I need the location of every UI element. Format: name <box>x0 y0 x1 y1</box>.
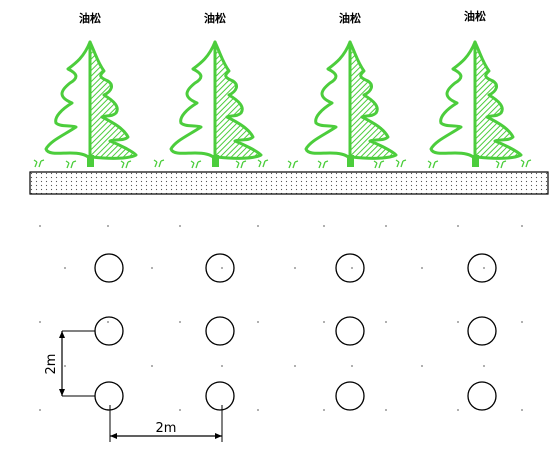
grid-dot <box>351 267 353 269</box>
grid-dot <box>521 409 523 411</box>
grid-dot <box>294 365 296 367</box>
tree-4: 油松 <box>429 9 523 169</box>
tree-1: 油松 <box>44 11 138 169</box>
tree-label-2: 油松 <box>204 11 226 25</box>
grid-dot <box>39 409 41 411</box>
grid-dot <box>151 267 153 269</box>
grid-dot <box>221 267 223 269</box>
grid-dot <box>221 365 223 367</box>
grid-dot <box>421 267 423 269</box>
grid-dot <box>457 321 459 323</box>
grid-dot <box>385 321 387 323</box>
grid-dot <box>179 225 181 227</box>
grid-dot <box>483 267 485 269</box>
grid-dot <box>257 409 259 411</box>
planting-circle <box>205 253 235 283</box>
grid-dot <box>107 225 109 227</box>
tree-row: 油松 油松 油松 油松 <box>44 9 523 169</box>
grid-dot <box>323 225 325 227</box>
grid-dot <box>385 409 387 411</box>
vertical-dimension: 2m <box>44 330 95 397</box>
planting-circle <box>205 316 235 346</box>
grid-dot <box>323 409 325 411</box>
grid-dot <box>64 267 66 269</box>
grid-dot <box>151 365 153 367</box>
planting-circle <box>94 316 124 346</box>
grid-dot <box>521 321 523 323</box>
planting-circle <box>335 253 365 283</box>
grid-dot <box>323 321 325 323</box>
grid-dot <box>457 225 459 227</box>
planting-circle <box>467 253 497 283</box>
planting-circle <box>94 381 124 411</box>
grid-dot <box>179 409 181 411</box>
grid-dot <box>39 321 41 323</box>
grid-dot <box>421 365 423 367</box>
grid-dot <box>483 365 485 367</box>
grid-dot <box>64 365 66 367</box>
horizontal-dimension: 2m <box>109 405 223 442</box>
grid-dot <box>294 267 296 269</box>
soil-strip <box>29 171 549 195</box>
planting-circle <box>335 381 365 411</box>
grid-dot <box>385 225 387 227</box>
tree-2: 油松 <box>169 11 263 169</box>
grass-tufts <box>33 159 532 169</box>
horizontal-spacing-label: 2m <box>156 421 177 436</box>
grid-dot <box>521 225 523 227</box>
planting-circle <box>94 253 124 283</box>
tree-label-1: 油松 <box>79 11 101 25</box>
vertical-spacing-label: 2m <box>44 354 59 375</box>
planting-plan <box>94 253 497 411</box>
grid-dot <box>457 409 459 411</box>
grid-dot <box>351 365 353 367</box>
grid-dot <box>179 321 181 323</box>
grid-dots <box>39 225 523 411</box>
planting-circle <box>467 381 497 411</box>
tree-label-3: 油松 <box>339 11 361 25</box>
planting-circle <box>467 316 497 346</box>
grid-dot <box>39 225 41 227</box>
tree-3: 油松 <box>304 11 398 169</box>
planting-circle <box>335 316 365 346</box>
grid-dot <box>257 225 259 227</box>
tree-label-4: 油松 <box>464 9 486 23</box>
grid-dot <box>107 321 109 323</box>
grid-dot <box>257 321 259 323</box>
planting-circle <box>205 381 235 411</box>
